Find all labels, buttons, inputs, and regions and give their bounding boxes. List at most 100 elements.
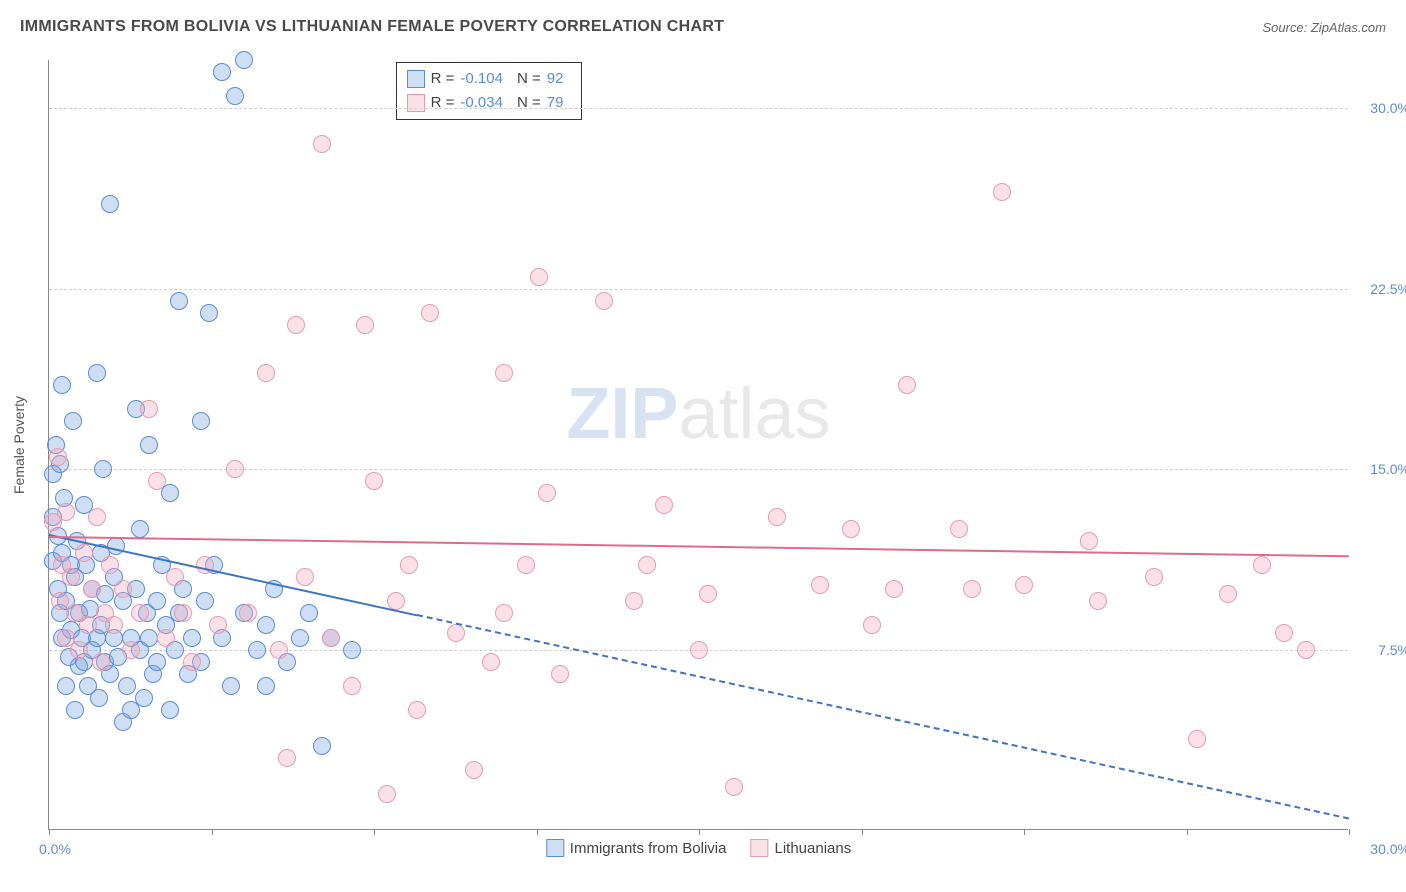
point-bolivia: [248, 641, 266, 659]
point-lithuanian: [278, 749, 296, 767]
point-lithuanian: [287, 316, 305, 334]
point-lithuanian: [257, 364, 275, 382]
point-lithuanian: [114, 580, 132, 598]
point-lithuanian: [898, 376, 916, 394]
point-lithuanian: [1253, 556, 1271, 574]
x-axis-max-label: 30.0%: [1370, 841, 1406, 857]
r-label: R =: [431, 91, 455, 115]
point-bolivia: [235, 51, 253, 69]
point-lithuanian: [313, 135, 331, 153]
point-bolivia: [291, 629, 309, 647]
point-lithuanian: [1089, 592, 1107, 610]
legend-item-bolivia: Immigrants from Bolivia: [546, 839, 727, 857]
point-lithuanian: [365, 472, 383, 490]
point-bolivia: [101, 195, 119, 213]
legend-swatch: [407, 70, 425, 88]
point-lithuanian: [530, 268, 548, 286]
point-lithuanian: [239, 604, 257, 622]
x-tick: [862, 829, 863, 835]
point-bolivia: [64, 412, 82, 430]
point-bolivia: [257, 616, 275, 634]
point-lithuanian: [57, 503, 75, 521]
point-lithuanian: [400, 556, 418, 574]
point-lithuanian: [378, 785, 396, 803]
point-bolivia: [226, 87, 244, 105]
legend-stats-box: R =-0.104N =92R =-0.034N =79: [396, 62, 583, 120]
point-bolivia: [94, 460, 112, 478]
watermark-part2: atlas: [678, 374, 830, 454]
point-lithuanian: [226, 460, 244, 478]
point-lithuanian: [88, 508, 106, 526]
x-tick: [1187, 829, 1188, 835]
point-lithuanian: [517, 556, 535, 574]
point-bolivia: [196, 592, 214, 610]
watermark: ZIPatlas: [566, 373, 830, 455]
point-lithuanian: [447, 624, 465, 642]
watermark-part1: ZIP: [566, 374, 678, 454]
point-lithuanian: [343, 677, 361, 695]
point-lithuanian: [495, 364, 513, 382]
point-lithuanian: [638, 556, 656, 574]
point-lithuanian: [183, 653, 201, 671]
gridline: [49, 289, 1348, 290]
point-lithuanian: [1219, 585, 1237, 603]
point-lithuanian: [166, 568, 184, 586]
point-lithuanian: [356, 316, 374, 334]
point-bolivia: [213, 63, 231, 81]
point-bolivia: [53, 376, 71, 394]
point-lithuanian: [963, 580, 981, 598]
point-bolivia: [313, 737, 331, 755]
point-lithuanian: [551, 665, 569, 683]
source-prefix: Source:: [1262, 20, 1310, 35]
point-lithuanian: [75, 544, 93, 562]
source-name: ZipAtlas.com: [1311, 20, 1386, 35]
y-tick-label: 7.5%: [1378, 642, 1406, 658]
point-lithuanian: [725, 778, 743, 796]
chart-title: IMMIGRANTS FROM BOLIVIA VS LITHUANIAN FE…: [20, 18, 724, 36]
y-tick-label: 15.0%: [1370, 461, 1406, 477]
legend-bottom: Immigrants from Bolivia Lithuanians: [546, 839, 851, 857]
point-lithuanian: [1015, 576, 1033, 594]
point-bolivia: [66, 701, 84, 719]
x-tick: [699, 829, 700, 835]
x-tick: [1349, 829, 1350, 835]
point-lithuanian: [993, 183, 1011, 201]
point-lithuanian: [49, 448, 67, 466]
point-lithuanian: [655, 496, 673, 514]
legend-swatch: [407, 94, 425, 112]
legend-swatch-bolivia: [546, 839, 564, 857]
point-bolivia: [140, 629, 158, 647]
legend-stat-row: R =-0.034N =79: [407, 91, 572, 115]
point-lithuanian: [140, 400, 158, 418]
point-lithuanian: [1080, 532, 1098, 550]
point-bolivia: [300, 604, 318, 622]
point-bolivia: [140, 436, 158, 454]
point-lithuanian: [322, 629, 340, 647]
point-lithuanian: [122, 641, 140, 659]
point-lithuanian: [148, 472, 166, 490]
point-lithuanian: [62, 568, 80, 586]
legend-item-lithuanians: Lithuanians: [750, 839, 851, 857]
y-axis-title: Female Poverty: [11, 395, 27, 493]
point-lithuanian: [83, 580, 101, 598]
point-lithuanian: [495, 604, 513, 622]
y-tick-label: 30.0%: [1370, 100, 1406, 116]
point-lithuanian: [105, 616, 123, 634]
point-bolivia: [192, 412, 210, 430]
point-lithuanian: [842, 520, 860, 538]
point-lithuanian: [768, 508, 786, 526]
point-bolivia: [107, 537, 125, 555]
point-lithuanian: [174, 604, 192, 622]
x-tick: [1024, 829, 1025, 835]
point-bolivia: [88, 364, 106, 382]
gridline: [49, 108, 1348, 109]
point-lithuanian: [1188, 730, 1206, 748]
point-lithuanian: [70, 641, 88, 659]
point-lithuanian: [79, 616, 97, 634]
point-lithuanian: [209, 616, 227, 634]
legend-label-bolivia: Immigrants from Bolivia: [570, 840, 727, 857]
point-lithuanian: [92, 653, 110, 671]
point-lithuanian: [1145, 568, 1163, 586]
r-label: R =: [431, 67, 455, 91]
point-lithuanian: [625, 592, 643, 610]
